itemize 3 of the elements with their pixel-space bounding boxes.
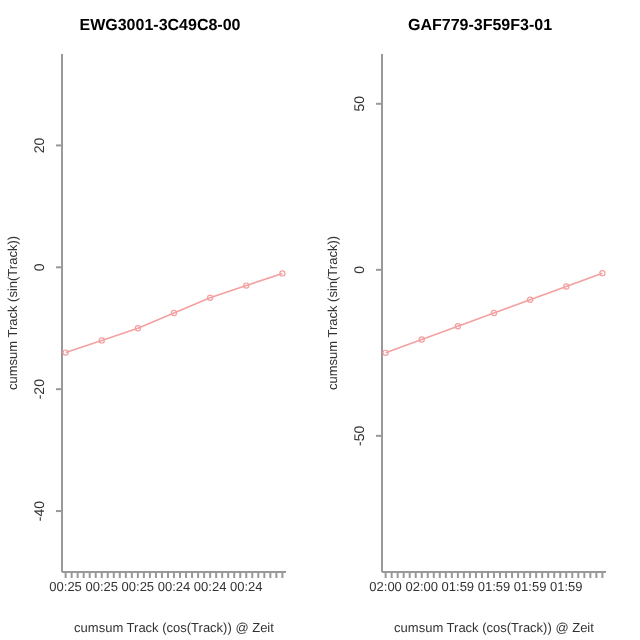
line-series [62, 270, 286, 356]
chart-title: EWG3001-3C49C8-00 [77, 16, 243, 34]
chart-title: GAF779-3F59F3-01 [405, 16, 555, 34]
